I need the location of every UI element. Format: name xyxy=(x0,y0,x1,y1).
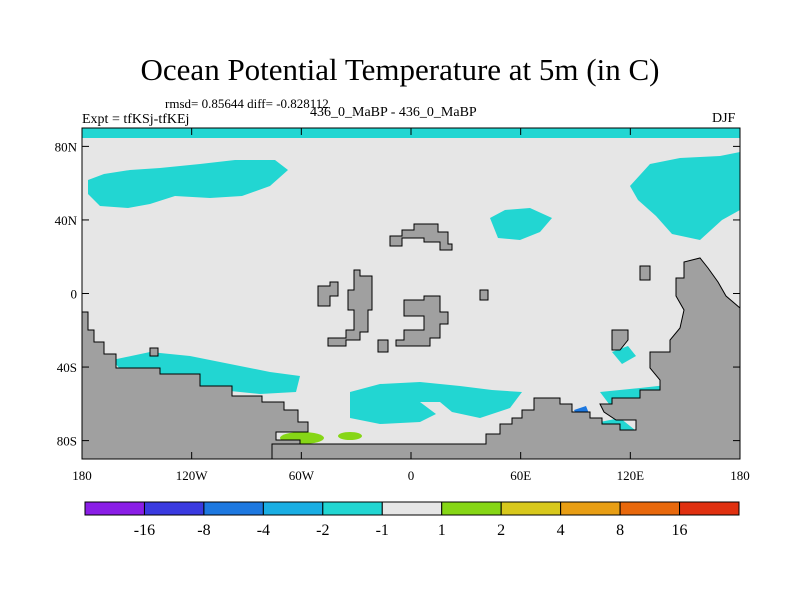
lon-tick-label: 0 xyxy=(408,468,415,483)
colorbar-label: 4 xyxy=(557,522,565,539)
colorbar-swatch xyxy=(322,501,383,516)
colorbar-label: 16 xyxy=(672,522,688,539)
lon-tick-label: 60W xyxy=(289,468,315,483)
land-central-island-east xyxy=(395,295,449,347)
land-central-island xyxy=(327,269,373,347)
colorbar-swatch xyxy=(143,501,205,516)
colorbar-label: -1 xyxy=(376,522,389,539)
land-central-island-west xyxy=(317,281,339,307)
colorbar-swatch xyxy=(441,501,502,516)
lat-tick-label: 0 xyxy=(71,287,78,302)
colorbar-label: 8 xyxy=(616,522,624,539)
lon-tick-label: 120W xyxy=(176,468,209,483)
lon-tick-label: 180 xyxy=(730,468,750,483)
colorbar-labels: -16 -8 -4 -2 -1 1 2 4 8 16 xyxy=(134,522,688,539)
southern-ocean-cyan-central xyxy=(350,382,522,424)
land-antarctic-strip xyxy=(271,257,741,460)
land-west-continent xyxy=(81,311,309,460)
colorbar-swatch xyxy=(262,501,324,516)
plot-title: Ocean Potential Temperature at 5m (in C) xyxy=(140,52,660,87)
subtitle: 436_0_MaBP - 436_0_MaBP xyxy=(310,105,477,120)
colorbar xyxy=(84,501,740,516)
colorbar-label: -4 xyxy=(257,522,270,539)
lon-tick-label: 60E xyxy=(510,468,531,483)
colorbar-swatch xyxy=(560,501,621,516)
colorbar-label: -16 xyxy=(134,522,155,539)
land-masses xyxy=(81,223,741,460)
colorbar-swatch xyxy=(500,501,562,516)
season-label: DJF xyxy=(712,111,736,126)
colorbar-label: 1 xyxy=(438,522,446,539)
rmsd-diff-stats: rmsd= 0.85644 diff= -0.828112 xyxy=(165,96,329,111)
colorbar-label: 2 xyxy=(497,522,505,539)
experiment-label: Expt = tfKSj-tfKEj xyxy=(82,112,190,127)
lat-tick-label: 40N xyxy=(55,213,78,228)
map-plot: 80N 40N 0 40S 80S 180 120W 60W 0 60E 120E 180 xyxy=(55,127,750,483)
lat-tick-label: 80N xyxy=(55,139,78,154)
northeast-cyan xyxy=(630,152,740,240)
lat-tick-label: 80S xyxy=(57,434,77,449)
colorbar-swatch xyxy=(619,501,681,516)
colorbar-label: -8 xyxy=(197,522,210,539)
land-north-island xyxy=(389,223,453,251)
colorbar-swatch xyxy=(381,501,443,516)
north-pacific-cyan xyxy=(490,208,552,240)
longitude-ticks: 180 120W 60W 0 60E 120E 180 xyxy=(72,128,750,483)
colorbar-swatch xyxy=(203,501,264,516)
lon-tick-label: 180 xyxy=(72,468,92,483)
latitude-ticks: 80N 40N 0 40S 80S xyxy=(55,139,740,449)
colorbar-swatch xyxy=(679,501,740,516)
lat-tick-label: 40S xyxy=(57,360,77,375)
lon-tick-label: 120E xyxy=(617,468,645,483)
colorbar-swatch xyxy=(84,501,145,516)
arctic-cyan-band xyxy=(88,160,288,208)
colorbar-label: -2 xyxy=(316,522,329,539)
